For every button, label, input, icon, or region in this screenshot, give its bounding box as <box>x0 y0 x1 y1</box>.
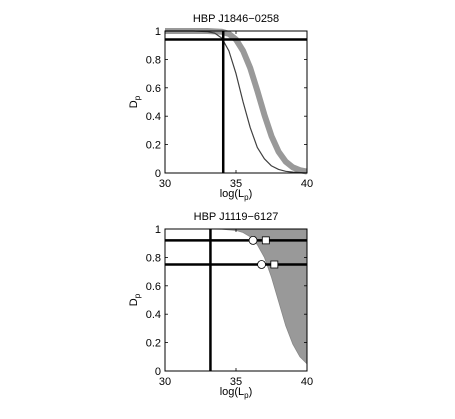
x-tick-label: 40 <box>301 178 313 190</box>
chart-title: HBP J1119−6127 <box>194 211 279 223</box>
y-tick-label: 0.6 <box>146 281 161 293</box>
y-axis-label: Dp <box>128 293 142 306</box>
square-marker <box>261 236 270 245</box>
square-marker <box>270 260 279 269</box>
y-tick-label: 0.2 <box>146 140 161 152</box>
x-tick-label: 40 <box>301 376 313 388</box>
circle-marker <box>248 235 258 245</box>
plot-background <box>165 31 307 173</box>
y-tick-label: 0.8 <box>146 252 161 264</box>
x-tick-labels: 30 35 40 <box>159 178 313 190</box>
markers <box>248 235 279 269</box>
x-tick-label: 30 <box>159 178 171 190</box>
tick-marks <box>164 228 308 372</box>
y-tick-label: 0 <box>155 366 161 378</box>
y-tick-labels: 0 0.2 0.4 0.6 0.8 1 <box>146 26 161 180</box>
x-tick-label: 30 <box>159 376 171 388</box>
y-tick-label: 0.8 <box>146 54 161 66</box>
y-tick-labels: 0 0.2 0.4 0.6 0.8 1 <box>146 224 161 378</box>
chart-panel-bottom: HBP J1119−6127 30 35 40 0 0.2 0.4 0.6 0.8 1 log… <box>128 211 313 400</box>
tick-marks <box>164 30 308 174</box>
y-tick-label: 1 <box>155 224 161 236</box>
x-tick-labels: 30 35 40 <box>159 376 313 388</box>
y-axis-label: Dp <box>128 95 142 108</box>
x-axis-label: log(Lp) <box>220 188 253 202</box>
reference-lines <box>165 229 307 371</box>
y-tick-label: 0.4 <box>146 309 161 321</box>
y-tick-label: 0.4 <box>146 111 161 123</box>
y-tick-label: 0.2 <box>146 338 161 350</box>
chart-title: HBP J1846−0258 <box>193 13 279 25</box>
chart-panel-top: HBP J1846−0258 30 35 40 0 0.2 0.4 0.6 0.8 1 log… <box>128 13 313 202</box>
circle-marker <box>257 260 266 269</box>
reference-lines <box>165 31 307 173</box>
x-axis-label: log(Lp) <box>220 386 253 400</box>
y-tick-label: 0 <box>155 168 161 180</box>
x-tick-label: 35 <box>230 178 242 190</box>
x-tick-label: 35 <box>230 376 242 388</box>
series-line-thin <box>165 30 308 174</box>
y-tick-label: 1 <box>155 26 161 38</box>
y-tick-label: 0.6 <box>146 83 161 95</box>
